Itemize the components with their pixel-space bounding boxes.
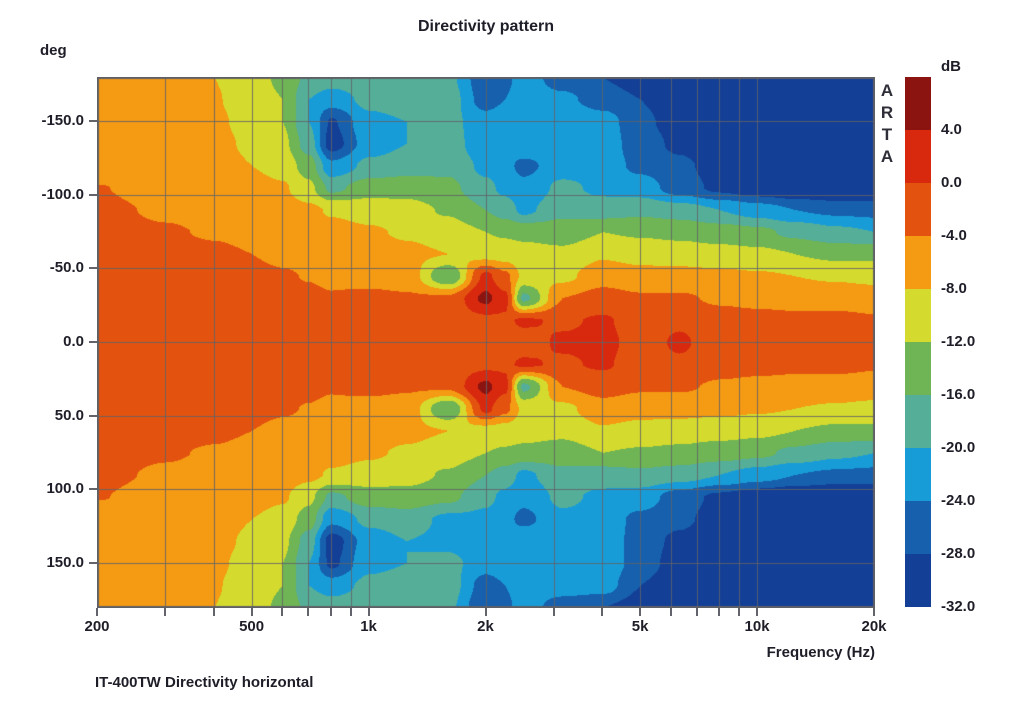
y-tick-label: 100.0 — [46, 480, 84, 498]
x-tick-label: 1k — [360, 618, 377, 635]
watermark-letter: A — [880, 81, 894, 100]
y-tick-label: -50.0 — [49, 259, 84, 277]
x-tick-mark — [484, 608, 487, 616]
watermark-letter: A — [880, 147, 894, 166]
colorbar-tick-label: -32.0 — [941, 598, 976, 615]
x-tick-mark — [307, 608, 310, 616]
x-tick-mark — [164, 608, 167, 616]
colorbar-tick-label: -28.0 — [941, 545, 976, 562]
x-tick-label: 5k — [631, 618, 649, 635]
x-tick-mark — [738, 608, 741, 616]
y-tick-mark — [89, 414, 97, 417]
x-tick-mark — [281, 608, 284, 616]
y-tick-label: -100.0 — [41, 185, 84, 203]
x-tick-mark — [873, 608, 875, 616]
colorbar-tick-label: 4.0 — [941, 121, 962, 138]
colorbar-segment — [905, 448, 931, 501]
colorbar-segment — [905, 289, 931, 342]
colorbar — [905, 77, 931, 607]
colorbar-segment — [905, 342, 931, 395]
y-tick-mark — [89, 267, 97, 270]
colorbar-unit-label: dB — [941, 58, 961, 75]
watermark-letter: T — [881, 125, 893, 144]
colorbar-tick-label: 0.0 — [941, 174, 962, 191]
x-tick-mark — [329, 608, 332, 616]
x-tick-label: 20k — [861, 618, 887, 635]
y-tick-mark — [89, 341, 97, 343]
y-tick-mark — [89, 488, 97, 491]
x-tick-mark — [96, 608, 98, 616]
directivity-heatmap — [97, 77, 875, 608]
colorbar-tick-label: -12.0 — [941, 333, 976, 350]
x-tick-mark — [552, 608, 555, 616]
x-tick-mark — [367, 608, 370, 616]
y-tick-label: 50.0 — [54, 406, 84, 424]
y-axis-unit-label: deg — [40, 42, 67, 59]
colorbar-tick-label: -4.0 — [941, 227, 967, 244]
x-tick-label: 10k — [744, 618, 770, 635]
chart-title: Directivity pattern — [417, 18, 555, 35]
colorbar-segment — [905, 395, 931, 448]
watermark-letter: R — [880, 103, 894, 122]
colorbar-segment — [905, 130, 931, 183]
x-tick-mark — [756, 608, 759, 616]
colorbar-tick-label: -20.0 — [941, 439, 976, 456]
colorbar-segment — [905, 77, 931, 130]
y-tick-label: 150.0 — [46, 553, 84, 571]
x-axis-label: Frequency (Hz) — [766, 644, 875, 661]
x-tick-label: 500 — [239, 618, 265, 635]
colorbar-segment — [905, 236, 931, 289]
x-tick-mark — [250, 608, 253, 616]
y-tick-mark — [89, 561, 97, 564]
y-tick-mark — [89, 193, 97, 196]
y-tick-label: -150.0 — [41, 112, 84, 130]
colorbar-tick-label: -8.0 — [941, 280, 967, 297]
colorbar-tick-label: -24.0 — [941, 492, 976, 509]
x-tick-mark — [212, 608, 215, 616]
x-tick-label: 2k — [477, 618, 494, 635]
colorbar-tick-label: -16.0 — [941, 386, 976, 403]
colorbar-segment — [905, 554, 931, 607]
x-tick-mark — [718, 608, 721, 616]
x-tick-label: 200 — [84, 618, 110, 635]
y-tick-label: 0.0 — [63, 333, 84, 350]
x-tick-mark — [349, 608, 352, 616]
x-tick-mark — [639, 608, 642, 616]
colorbar-segment — [905, 183, 931, 236]
colorbar-segment — [905, 501, 931, 554]
y-tick-mark — [89, 120, 97, 123]
x-tick-mark — [601, 608, 604, 616]
chart-caption: IT-400TW Directivity horizontal — [95, 674, 314, 691]
x-tick-mark — [695, 608, 698, 616]
x-tick-mark — [669, 608, 672, 616]
